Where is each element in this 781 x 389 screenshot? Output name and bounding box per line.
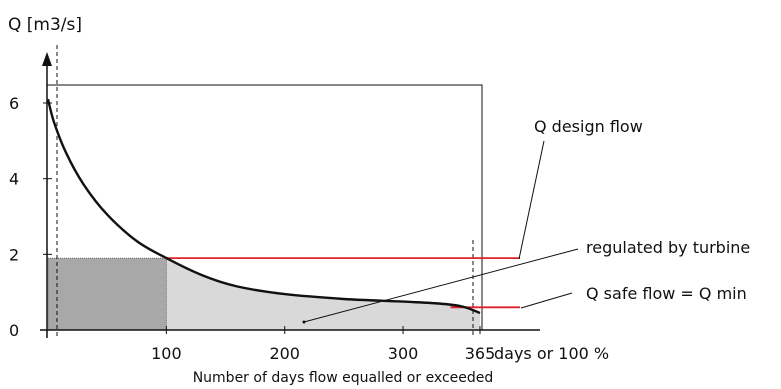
x-axis-label: Number of days flow equalled or exceeded [193, 370, 494, 386]
fill-layer [47, 257, 480, 331]
design-flow-area [47, 257, 167, 331]
safe-flow-leader [520, 292, 573, 309]
line-layer [46, 98, 520, 315]
design-flow-label: Q design flow [534, 117, 643, 136]
regulated-label: regulated by turbine [586, 238, 750, 257]
x-tick-label: 300 [388, 344, 419, 363]
flow-duration-curve [46, 98, 481, 315]
x-tick-label: 200 [269, 344, 300, 363]
x-unit-label: days or 100 % [494, 344, 609, 363]
safe-flow-label: Q safe flow = Q min [586, 284, 747, 303]
y-tick-label: 0 [9, 321, 19, 340]
regulated-leader-dot [302, 320, 306, 324]
x-tick-label: 365 [465, 344, 496, 363]
y-axis-label: Q [m3/s] [8, 15, 82, 35]
y-tick-label: 4 [9, 170, 19, 189]
regulated-leader [303, 248, 579, 323]
x-tick-label: 100 [151, 344, 182, 363]
y-tick-label: 2 [9, 245, 19, 264]
y-tick-label: 6 [9, 94, 19, 113]
design-flow-leader [518, 140, 545, 260]
y-axis-arrow-icon [42, 52, 52, 66]
tick-layer: 0 2 4 6 100 200 300 365 [9, 94, 495, 363]
regulated-area [166, 258, 480, 330]
